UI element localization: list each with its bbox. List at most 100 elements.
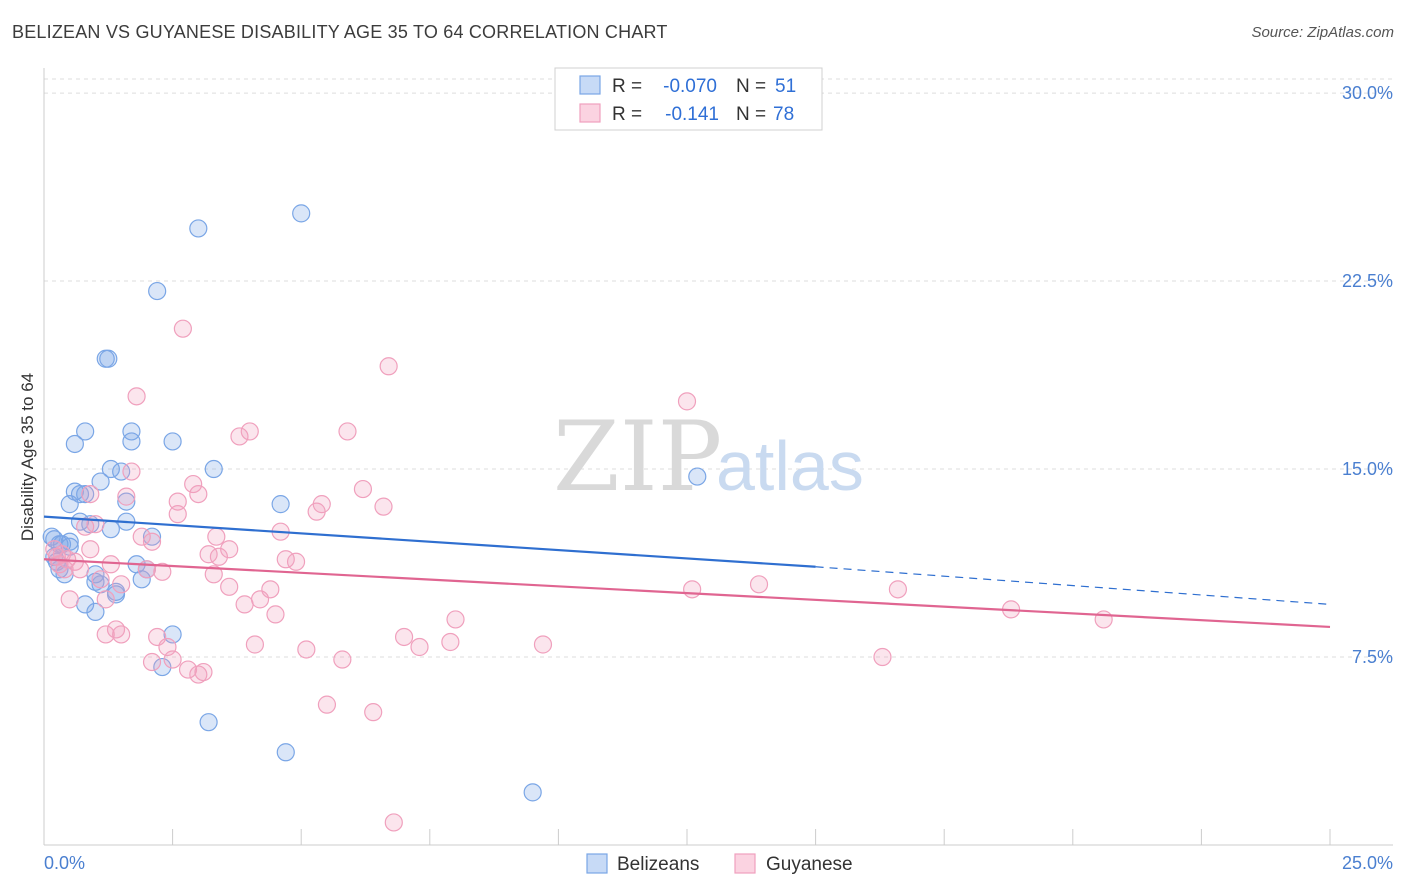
point-guyanese xyxy=(153,562,172,581)
series-legend: Belizeans Guyanese xyxy=(586,853,853,875)
point-guyanese xyxy=(142,652,162,672)
y-tick-label: 22.5% xyxy=(1342,271,1393,291)
point-guyanese xyxy=(338,422,357,441)
point-guyanese xyxy=(81,484,100,504)
watermark-atlas: atlas xyxy=(716,427,864,505)
y-tick-label: 7.5% xyxy=(1352,647,1393,667)
point-guyanese xyxy=(240,422,259,441)
point-belizeans xyxy=(86,602,105,622)
x-axis-ticks xyxy=(43,829,1331,845)
point-guyanese xyxy=(189,484,208,504)
legend-r-value-belizeans: -0.070 xyxy=(663,76,717,97)
point-belizeans xyxy=(199,713,218,732)
point-belizeans xyxy=(132,570,151,589)
point-guyanese xyxy=(266,605,285,624)
point-belizeans xyxy=(276,743,295,762)
point-guyanese xyxy=(749,575,769,594)
point-belizeans xyxy=(688,467,707,486)
point-belizeans xyxy=(142,527,162,546)
point-belizeans xyxy=(153,657,172,677)
point-guyanese xyxy=(374,497,393,516)
trend-line-extension-belizeans xyxy=(815,566,1331,605)
point-guyanese xyxy=(101,555,120,574)
point-guyanese xyxy=(333,650,352,669)
point-guyanese xyxy=(533,635,553,654)
point-guyanese xyxy=(189,665,208,684)
trend-lines xyxy=(43,515,1331,629)
point-guyanese xyxy=(47,547,66,566)
legend-swatch-belizeans xyxy=(579,75,601,95)
point-belizeans xyxy=(91,472,110,491)
bottom-legend-swatch-guyanese xyxy=(734,853,756,874)
bottom-legend-label-guyanese: Guyanese xyxy=(766,854,853,875)
point-guyanese xyxy=(112,625,131,644)
point-guyanese xyxy=(194,662,213,682)
point-belizeans xyxy=(76,484,95,504)
point-belizeans xyxy=(101,520,120,539)
point-guyanese xyxy=(70,560,90,579)
point-belizeans xyxy=(70,484,90,504)
point-guyanese xyxy=(317,695,337,714)
point-guyanese xyxy=(81,540,100,559)
point-belizeans xyxy=(112,462,131,481)
legend-n-label-belizeans: N = xyxy=(736,76,766,97)
point-belizeans xyxy=(65,434,84,454)
point-guyanese xyxy=(410,637,429,657)
point-guyanese xyxy=(173,319,192,338)
point-guyanese xyxy=(168,505,187,524)
legend-n-value-belizeans: 51 xyxy=(775,76,796,97)
point-belizeans xyxy=(189,219,208,238)
point-guyanese xyxy=(163,650,182,669)
point-guyanese xyxy=(96,590,115,609)
point-guyanese xyxy=(235,595,254,614)
trend-line-guyanese xyxy=(43,558,1331,629)
x-tick-label-max: 25.0% xyxy=(1342,853,1393,873)
axes xyxy=(43,68,1393,846)
y-tick-label: 30.0% xyxy=(1342,83,1393,103)
point-guyanese xyxy=(1094,610,1113,629)
legend-n-label-guyanese: N = xyxy=(736,104,766,125)
source-label: Source: ZipAtlas.com xyxy=(1251,24,1394,41)
point-guyanese xyxy=(60,590,79,609)
x-tick-label-min: 0.0% xyxy=(44,853,85,873)
point-guyanese xyxy=(364,703,383,722)
y-tick-label: 15.0% xyxy=(1342,459,1393,479)
y-tick-labels: 7.5% 15.0% 22.5% 30.0% xyxy=(1342,83,1393,667)
point-belizeans xyxy=(148,281,167,301)
point-belizeans xyxy=(271,495,290,514)
legend-r-value-guyanese: -0.141 xyxy=(665,104,719,125)
point-guyanese xyxy=(384,813,403,832)
point-guyanese xyxy=(873,647,892,667)
point-guyanese xyxy=(86,515,105,534)
point-guyanese xyxy=(677,392,697,411)
point-guyanese xyxy=(112,575,131,594)
point-guyanese xyxy=(230,427,249,446)
point-belizeans xyxy=(106,585,126,604)
point-guyanese xyxy=(184,474,203,494)
point-guyanese xyxy=(683,580,702,599)
point-guyanese xyxy=(132,527,151,546)
point-guyanese xyxy=(888,580,908,599)
point-belizeans xyxy=(122,432,141,451)
chart-title: BELIZEAN VS GUYANESE DISABILITY AGE 35 T… xyxy=(12,22,668,42)
point-belizeans xyxy=(99,349,118,368)
point-belizeans xyxy=(163,432,182,451)
point-guyanese xyxy=(117,487,136,506)
point-belizeans xyxy=(122,422,141,441)
point-guyanese xyxy=(168,492,187,511)
point-guyanese xyxy=(220,577,239,596)
point-guyanese xyxy=(209,547,228,566)
point-belizeans xyxy=(117,492,136,511)
point-guyanese xyxy=(207,527,226,546)
point-guyanese xyxy=(122,462,141,481)
point-guyanese xyxy=(394,627,414,647)
point-guyanese xyxy=(379,357,398,376)
point-guyanese xyxy=(142,532,162,551)
legend-n-value-guyanese: 78 xyxy=(773,104,794,125)
point-guyanese xyxy=(220,540,239,559)
point-guyanese xyxy=(96,625,115,644)
bottom-legend-label-belizeans: Belizeans xyxy=(617,854,699,875)
point-guyanese xyxy=(297,640,316,659)
point-belizeans xyxy=(204,459,223,479)
point-guyanese xyxy=(178,660,198,679)
